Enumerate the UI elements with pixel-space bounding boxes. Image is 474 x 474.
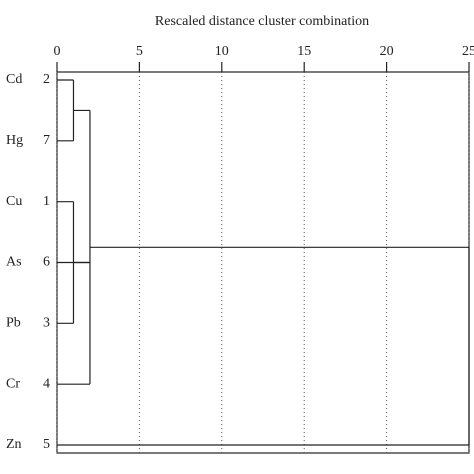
leaf-label: Hg bbox=[6, 133, 23, 148]
leaf-label: Pb bbox=[6, 316, 21, 331]
axis-title: Rescaled distance cluster combination bbox=[155, 14, 369, 29]
x-tick-label: 10 bbox=[215, 44, 229, 59]
leaf-label: As bbox=[6, 255, 22, 270]
x-tick-label: 25 bbox=[462, 44, 474, 59]
frame bbox=[56, 71, 470, 454]
x-tick-label: 0 bbox=[54, 44, 61, 59]
case-number: 5 bbox=[43, 437, 50, 452]
leaf-label: Cu bbox=[6, 194, 22, 209]
x-tick-label: 5 bbox=[136, 44, 143, 59]
leaf-label: Cr bbox=[6, 376, 20, 391]
x-tick-label: 20 bbox=[380, 44, 394, 59]
x-tick-label: 15 bbox=[297, 44, 311, 59]
case-number: 7 bbox=[43, 133, 50, 148]
leaf-label: Zn bbox=[6, 437, 22, 452]
case-number: 1 bbox=[43, 194, 50, 209]
case-number: 2 bbox=[43, 72, 50, 87]
case-number: 6 bbox=[43, 255, 50, 270]
case-number: 3 bbox=[43, 316, 50, 331]
leaf-label: Cd bbox=[6, 72, 22, 87]
case-number: 4 bbox=[43, 376, 50, 391]
